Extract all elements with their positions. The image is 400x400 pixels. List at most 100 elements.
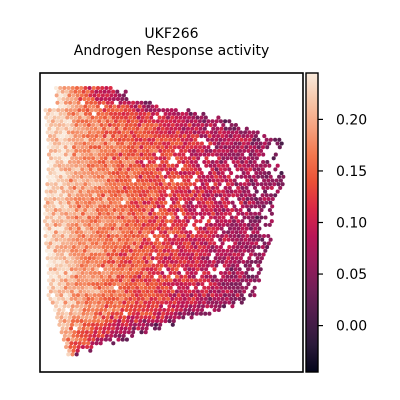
spot-point bbox=[93, 252, 98, 257]
spot-point bbox=[167, 256, 172, 261]
spot-point bbox=[143, 211, 148, 216]
spot-point bbox=[229, 222, 235, 227]
spot-point bbox=[66, 230, 71, 235]
spot-point bbox=[127, 226, 132, 231]
spot-point bbox=[161, 196, 166, 202]
spot-point bbox=[116, 248, 121, 253]
spot-point bbox=[82, 274, 87, 279]
spot-point bbox=[161, 259, 166, 264]
spot-point bbox=[263, 215, 268, 220]
spot-point bbox=[44, 122, 49, 128]
spot-point bbox=[257, 233, 262, 239]
spot-point bbox=[85, 178, 90, 183]
spot-point bbox=[188, 304, 193, 309]
spot-point bbox=[181, 145, 186, 150]
spot-point bbox=[238, 248, 243, 253]
spot-point bbox=[84, 263, 89, 268]
spot-point bbox=[212, 163, 217, 168]
spot-point bbox=[225, 208, 230, 213]
spot-point bbox=[157, 326, 162, 331]
spot-point bbox=[51, 252, 56, 257]
spot-point bbox=[172, 152, 178, 157]
spot-point bbox=[155, 245, 160, 250]
spot-point bbox=[136, 296, 141, 301]
spot-point bbox=[108, 85, 113, 91]
spot-point bbox=[142, 237, 147, 242]
spot-point bbox=[177, 226, 182, 231]
spot-point bbox=[145, 322, 150, 327]
spot-point bbox=[180, 263, 185, 268]
spot-point bbox=[177, 126, 182, 131]
spot-point bbox=[205, 200, 210, 205]
spot-point bbox=[50, 119, 55, 124]
spot-point bbox=[80, 167, 85, 172]
spot-point bbox=[71, 145, 77, 150]
spot-point bbox=[151, 137, 156, 142]
spot-point bbox=[170, 241, 175, 246]
spot-point bbox=[124, 189, 129, 194]
spot-point bbox=[180, 300, 186, 305]
spot-point bbox=[68, 211, 73, 216]
spot-point bbox=[79, 304, 84, 309]
spot-point bbox=[202, 270, 207, 276]
spot-point bbox=[111, 196, 116, 202]
spot-point bbox=[149, 241, 154, 246]
spot-point bbox=[222, 130, 227, 135]
spot-point bbox=[91, 104, 96, 109]
spot-point bbox=[112, 182, 117, 187]
spot-point bbox=[171, 256, 176, 261]
spot-point bbox=[229, 289, 234, 294]
spot-point bbox=[155, 193, 160, 198]
spot-point bbox=[59, 119, 64, 124]
spot-point bbox=[79, 130, 84, 135]
spot-point bbox=[100, 200, 105, 205]
spot-point bbox=[58, 174, 63, 179]
spot-point bbox=[97, 100, 102, 105]
spot-point bbox=[83, 111, 88, 116]
spot-point bbox=[252, 159, 257, 165]
spot-point bbox=[74, 163, 79, 168]
spot-point bbox=[136, 171, 141, 176]
spot-point bbox=[242, 182, 247, 187]
spot-point bbox=[118, 126, 123, 131]
spot-point bbox=[166, 282, 171, 287]
spot-point bbox=[260, 174, 265, 179]
spot-point bbox=[117, 130, 122, 135]
spot-point bbox=[55, 270, 60, 276]
spot-point bbox=[108, 256, 113, 261]
spot-point bbox=[131, 226, 136, 231]
spot-point bbox=[113, 174, 118, 179]
spot-point bbox=[50, 270, 56, 276]
spot-point bbox=[253, 233, 258, 239]
spot-point bbox=[54, 130, 59, 135]
spot-point bbox=[101, 293, 106, 298]
spot-point bbox=[211, 211, 216, 216]
spot-point bbox=[73, 97, 79, 102]
spot-point bbox=[218, 300, 223, 305]
spot-point bbox=[70, 248, 75, 253]
spot-point bbox=[133, 304, 138, 309]
spot-point bbox=[150, 104, 155, 109]
spot-point bbox=[80, 344, 85, 350]
spot-point bbox=[127, 326, 132, 331]
spot-point bbox=[227, 226, 233, 231]
spot-point bbox=[121, 304, 126, 309]
spot-point bbox=[202, 126, 207, 131]
spot-point bbox=[122, 285, 127, 290]
spot-point bbox=[212, 267, 217, 272]
spot-point bbox=[107, 241, 112, 246]
spot-point bbox=[255, 256, 260, 261]
spot-point bbox=[138, 319, 143, 324]
spot-point bbox=[185, 252, 191, 257]
spot-point bbox=[187, 267, 192, 272]
spot-point bbox=[241, 296, 246, 301]
spot-point bbox=[148, 126, 153, 131]
spot-point bbox=[48, 148, 54, 153]
spot-point bbox=[275, 141, 280, 146]
spot-point bbox=[178, 141, 183, 146]
spot-point bbox=[105, 185, 111, 190]
spot-point bbox=[136, 326, 141, 331]
spot-point bbox=[99, 208, 104, 213]
spot-point bbox=[159, 130, 164, 135]
spot-point bbox=[142, 174, 147, 179]
